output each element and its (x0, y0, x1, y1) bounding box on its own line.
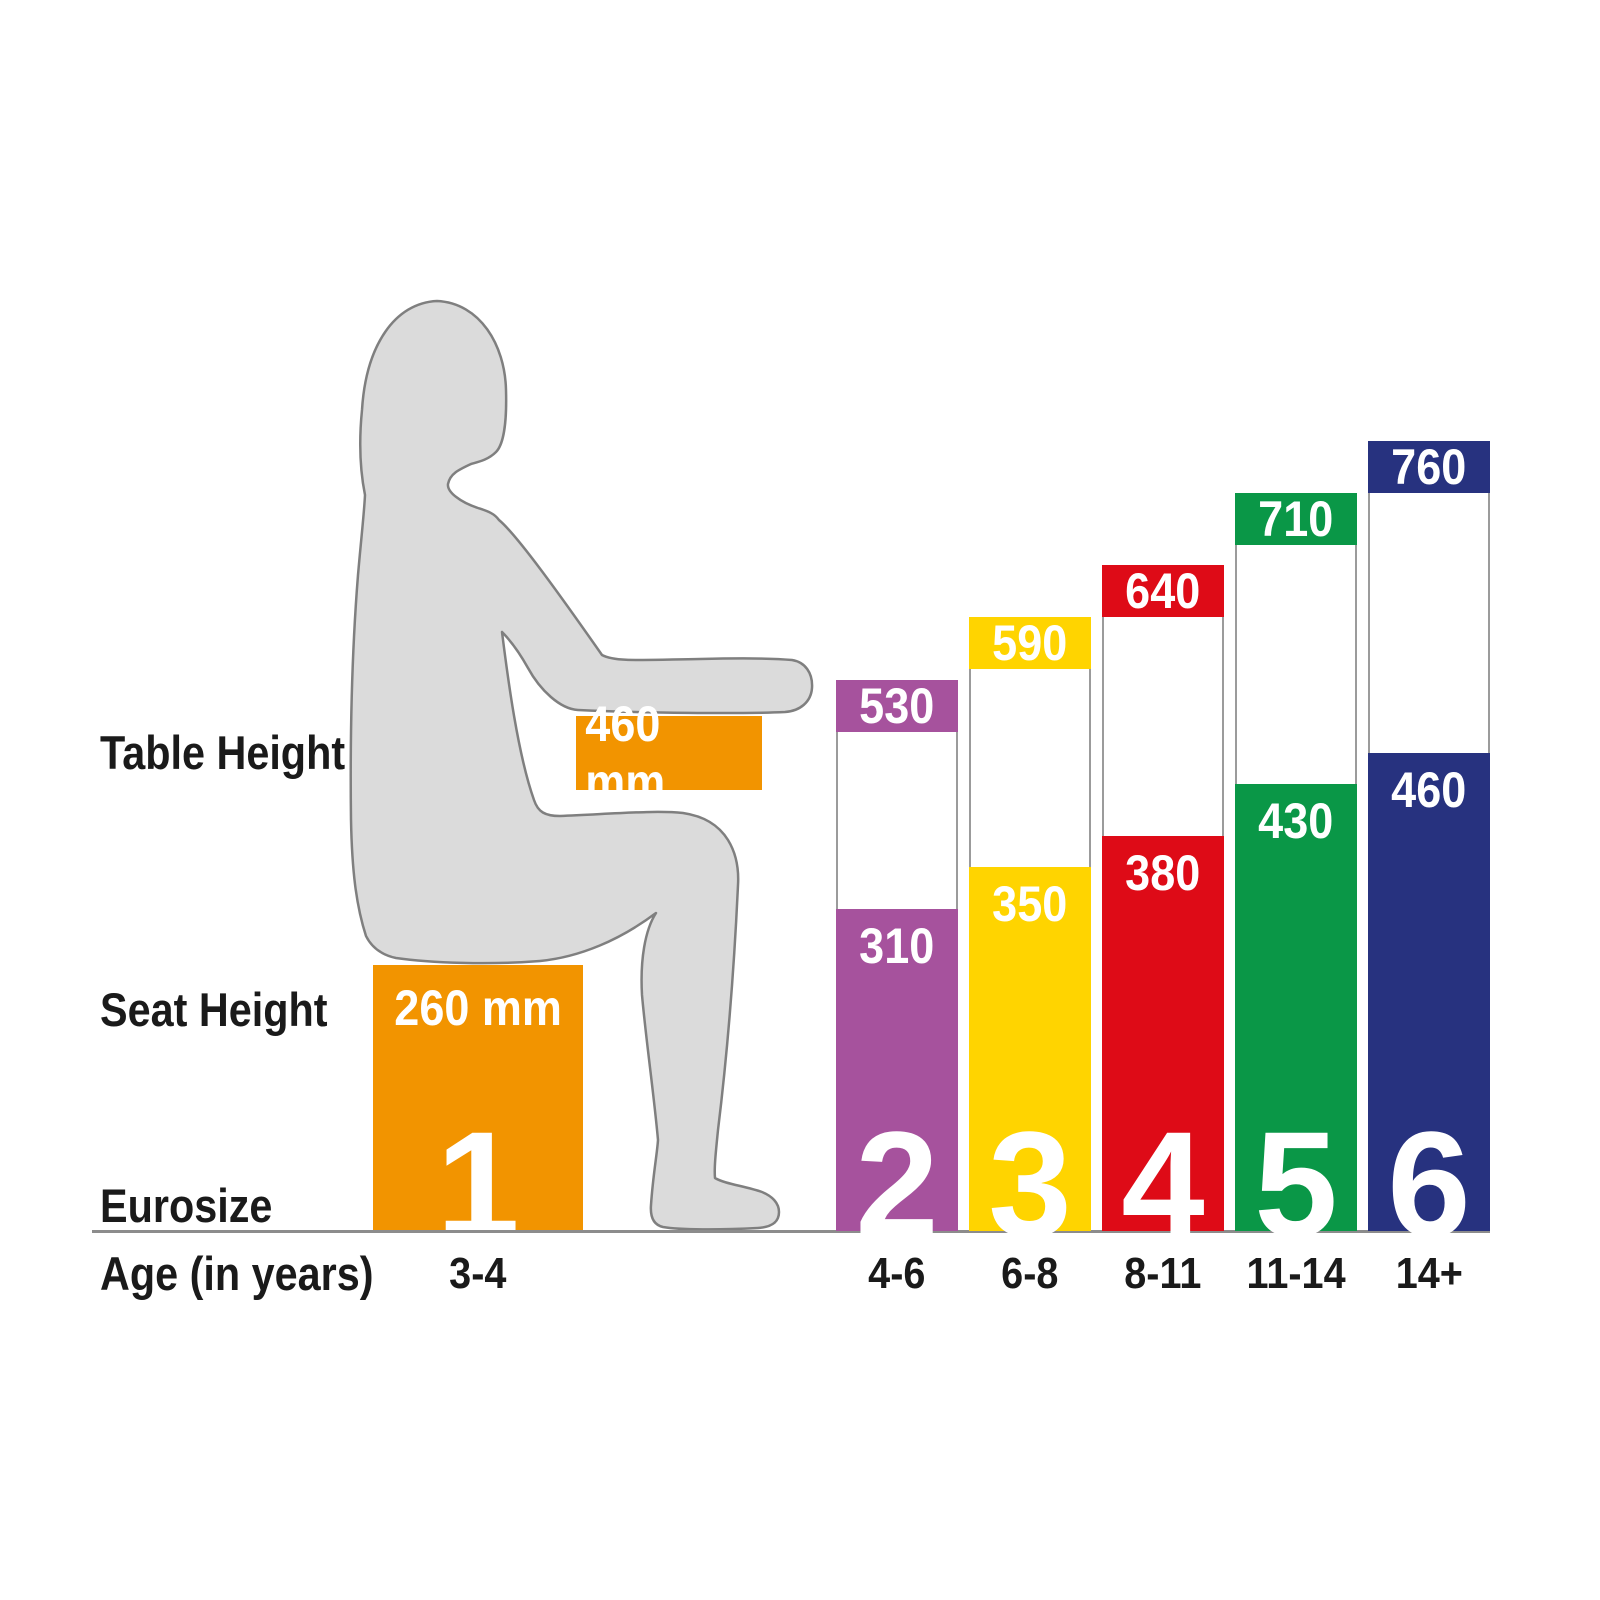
eurosize-number: 6 (1387, 1100, 1471, 1268)
table-height-value: 760 (1391, 439, 1467, 495)
table-height-cap: 710 (1235, 491, 1357, 547)
floor-baseline (92, 1230, 1490, 1233)
age-label-size2: 4-6 (868, 1249, 926, 1298)
bar-eurosize-2: 530 310 2 (836, 678, 958, 1259)
eurosize-number: 4 (1121, 1100, 1205, 1268)
size1-table-height-box: 460 mm (576, 696, 762, 810)
seat-height-value: 350 (992, 876, 1068, 932)
table-height-cap: 530 (836, 678, 958, 734)
eurosize-label: Eurosize (100, 1179, 273, 1232)
seat-height-segment: 460 6 (1368, 753, 1490, 1259)
age-label-size5: 11-14 (1246, 1249, 1346, 1298)
eurosize-number: 5 (1254, 1100, 1338, 1268)
eurosize-number: 2 (855, 1100, 939, 1268)
seat-height-label: Seat Height (100, 983, 328, 1036)
age-axis-label: Age (in years) (100, 1247, 374, 1300)
table-height-value: 710 (1258, 491, 1334, 547)
seat-height-segment: 310 2 (836, 909, 958, 1259)
seat-height-value: 380 (1125, 845, 1201, 901)
size1-eurosize-number: 1 (436, 1100, 520, 1268)
seat-height-value: 430 (1258, 793, 1334, 849)
table-height-label: Table Height (100, 726, 346, 779)
age-label-size3: 6-8 (1001, 1249, 1059, 1298)
table-height-value: 530 (859, 678, 935, 734)
seat-height-value: 460 (1391, 762, 1467, 818)
age-label-size4: 8-11 (1124, 1249, 1202, 1298)
table-height-cap: 760 (1368, 439, 1490, 495)
seat-height-segment: 430 5 (1235, 784, 1357, 1259)
bar-eurosize-3: 590 350 3 (969, 615, 1091, 1259)
bar-eurosize-6: 760 460 6 (1368, 439, 1490, 1259)
size1-table-height-value: 460 mm (585, 696, 666, 810)
table-height-value: 640 (1125, 563, 1201, 619)
size1-seat-height-value: 260 mm (394, 980, 562, 1036)
table-height-cap: 590 (969, 615, 1091, 671)
seat-height-segment: 380 4 (1102, 836, 1224, 1259)
bar-white-gap (1102, 617, 1224, 836)
bar-white-gap (969, 669, 1091, 867)
size1-seat-height-box: 260 mm 1 (373, 965, 583, 1259)
eurosize-number: 3 (988, 1100, 1072, 1268)
bar-white-gap (1235, 545, 1357, 784)
table-height-value: 590 (992, 615, 1068, 671)
age-label-size1: 3-4 (449, 1249, 507, 1298)
bar-white-gap (836, 732, 958, 909)
age-label-size6: 14+ (1395, 1249, 1463, 1298)
seat-height-value: 310 (859, 918, 935, 974)
bar-eurosize-5: 710 430 5 (1235, 491, 1357, 1259)
table-height-cap: 640 (1102, 563, 1224, 619)
bar-eurosize-4: 640 380 4 (1102, 563, 1224, 1259)
seat-height-segment: 350 3 (969, 867, 1091, 1259)
bar-white-gap (1368, 493, 1490, 753)
